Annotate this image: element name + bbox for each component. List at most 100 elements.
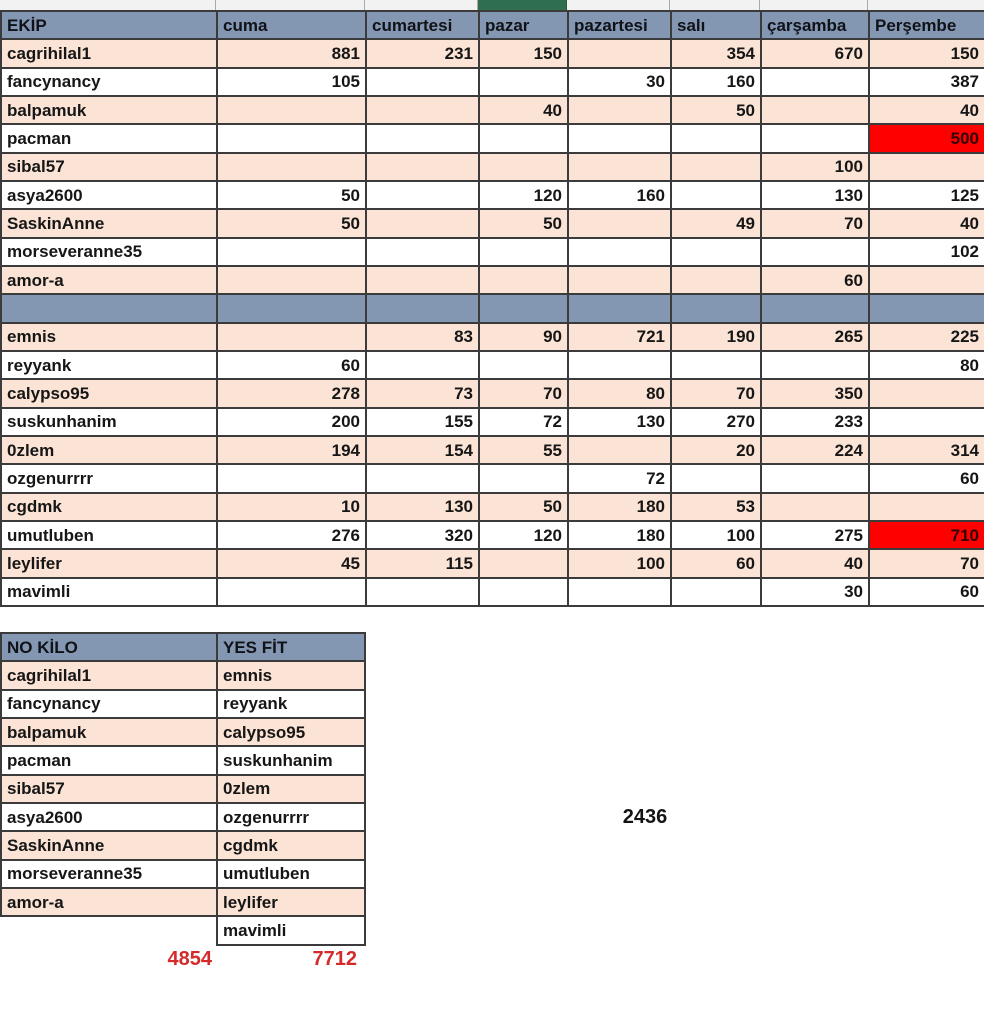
separator-cell[interactable] [670,293,762,324]
team-name-cell[interactable]: umutluben [0,519,218,551]
value-cell[interactable]: 100 [567,548,672,579]
value-cell[interactable]: 275 [760,519,870,551]
value-cell[interactable] [567,38,672,69]
column-header-persembe[interactable]: Perşembe [868,9,984,41]
team-name-cell[interactable]: reyyank [0,349,218,381]
value-cell[interactable]: 190 [670,321,762,352]
team-name-cell[interactable]: fancynancy [0,66,218,97]
total-yes-fit[interactable]: 7712 [312,948,358,970]
separator-cell[interactable] [567,293,672,324]
team-name-cell[interactable]: fancynancy [0,688,218,719]
separator-cell[interactable] [365,293,480,324]
value-cell[interactable] [365,66,480,97]
value-cell[interactable] [478,264,569,296]
total-no-kilo[interactable]: 4854 [167,948,213,970]
value-cell[interactable]: 154 [365,434,480,466]
value-cell[interactable] [365,208,480,239]
team-name-cell[interactable]: suskunhanim [216,745,366,776]
team-name-cell[interactable]: mavimli [216,915,366,946]
value-cell[interactable] [567,94,672,126]
value-cell[interactable] [216,123,367,154]
value-cell[interactable] [567,123,672,154]
separator-cell[interactable] [760,293,870,324]
value-cell[interactable] [670,463,762,494]
value-cell[interactable]: 278 [216,378,367,409]
value-cell[interactable] [365,264,480,296]
value-cell[interactable] [868,406,984,437]
team-name-cell[interactable]: pacman [0,123,218,154]
value-cell[interactable]: 70 [670,378,762,409]
value-cell[interactable]: 231 [365,38,480,69]
value-cell[interactable] [868,491,984,522]
value-cell[interactable]: 670 [760,38,870,69]
value-cell[interactable]: 53 [670,491,762,522]
value-cell[interactable]: 72 [478,406,569,437]
value-cell[interactable] [478,576,569,607]
value-cell[interactable] [365,576,480,607]
value-cell[interactable] [868,378,984,409]
team-name-cell[interactable]: morseveranne35 [0,236,218,267]
value-cell[interactable]: 354 [670,38,762,69]
value-cell[interactable]: 387 [868,66,984,97]
separator-cell[interactable] [0,293,218,324]
value-cell[interactable] [216,463,367,494]
value-cell[interactable] [760,94,870,126]
value-cell[interactable] [365,349,480,381]
team-name-cell[interactable]: morseveranne35 [0,858,218,889]
value-cell[interactable]: 40 [760,548,870,579]
value-cell[interactable] [670,349,762,381]
team-name-cell[interactable]: calypso95 [216,716,366,748]
team-name-cell[interactable]: mavimli [0,576,218,607]
value-cell[interactable] [478,123,569,154]
value-cell[interactable]: 83 [365,321,480,352]
value-cell[interactable] [365,123,480,154]
value-cell[interactable]: 150 [478,38,569,69]
value-cell[interactable]: 72 [567,463,672,494]
value-cell[interactable] [216,236,367,267]
value-cell[interactable] [478,66,569,97]
value-cell[interactable]: 40 [868,208,984,239]
value-cell[interactable] [567,349,672,381]
value-cell[interactable] [670,576,762,607]
value-cell[interactable]: 100 [670,519,762,551]
value-cell[interactable] [760,463,870,494]
value-cell[interactable]: 276 [216,519,367,551]
value-cell[interactable] [216,264,367,296]
team-name-cell[interactable]: cgdmk [216,830,366,861]
value-cell[interactable] [760,349,870,381]
team-name-cell[interactable]: balpamuk [0,94,218,126]
value-cell[interactable] [567,208,672,239]
team-name-cell[interactable]: calypso95 [0,378,218,409]
value-cell[interactable]: 80 [567,378,672,409]
value-cell[interactable]: 80 [868,349,984,381]
value-cell[interactable]: 233 [760,406,870,437]
value-cell[interactable]: 40 [478,94,569,126]
value-cell[interactable] [670,236,762,267]
value-cell[interactable] [216,321,367,352]
value-cell[interactable]: 160 [567,179,672,211]
value-cell[interactable]: 155 [365,406,480,437]
value-cell[interactable] [760,491,870,522]
value-cell[interactable]: 130 [365,491,480,522]
value-cell[interactable]: 70 [868,548,984,579]
team-name-cell[interactable]: cagrihilal1 [0,38,218,69]
value-cell[interactable] [365,179,480,211]
highlighted-value-cell[interactable]: 710 [868,519,984,551]
team-name-cell[interactable]: SaskinAnne [0,208,218,239]
team-name-cell[interactable]: 0zlem [0,434,218,466]
value-cell[interactable]: 60 [670,548,762,579]
value-cell[interactable]: 30 [567,66,672,97]
value-cell[interactable] [216,576,367,607]
value-cell[interactable]: 265 [760,321,870,352]
value-cell[interactable]: 50 [478,491,569,522]
value-cell[interactable] [478,236,569,267]
team-name-cell[interactable]: reyyank [216,688,366,719]
value-cell[interactable] [760,66,870,97]
separator-cell[interactable] [216,293,367,324]
value-cell[interactable]: 102 [868,236,984,267]
value-cell[interactable]: 60 [868,576,984,607]
separator-cell[interactable] [478,293,569,324]
value-cell[interactable] [567,576,672,607]
team-name-cell[interactable]: balpamuk [0,716,218,748]
value-cell[interactable]: 49 [670,208,762,239]
